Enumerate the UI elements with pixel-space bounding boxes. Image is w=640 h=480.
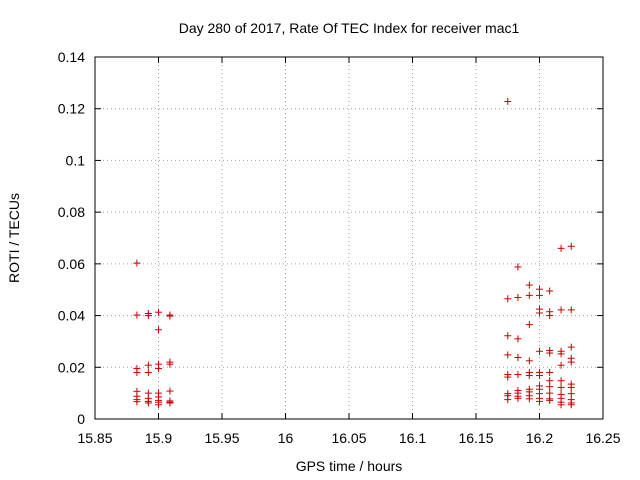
data-point xyxy=(155,401,162,409)
grid-lines xyxy=(95,57,603,419)
x-axis-label: GPS time / hours xyxy=(296,458,403,474)
data-point xyxy=(536,347,543,355)
data-point xyxy=(536,397,543,405)
data-point xyxy=(536,291,543,299)
data-point xyxy=(514,335,522,343)
chart-title: Day 280 of 2017, Rate Of TEC Index for r… xyxy=(179,20,520,36)
data-point xyxy=(557,401,565,409)
data-point xyxy=(557,244,565,252)
data-point xyxy=(546,383,554,391)
y-tick-label: 0.04 xyxy=(58,308,85,324)
data-point xyxy=(144,361,152,369)
x-tick-label: 16.1 xyxy=(399,430,426,446)
data-point xyxy=(133,398,141,406)
axes xyxy=(94,56,604,420)
data-point xyxy=(133,368,141,376)
data-point xyxy=(504,373,512,381)
x-tick-label: 15.9 xyxy=(145,430,172,446)
tick-labels: 15.85 15.9 15.95 16 16.05 16.1 16.15 16.2 16.25 0… xyxy=(58,49,621,446)
data-point xyxy=(504,332,512,340)
data-point xyxy=(504,396,512,404)
data-point xyxy=(525,291,533,299)
data-point xyxy=(504,351,512,359)
data-point xyxy=(557,377,565,385)
data-point xyxy=(166,312,174,320)
plot-frame xyxy=(94,56,604,420)
data-point xyxy=(155,365,162,373)
data-point xyxy=(166,360,174,368)
data-point xyxy=(567,401,575,409)
data-point xyxy=(557,306,565,314)
y-tick-label: 0.08 xyxy=(58,204,85,220)
data-point xyxy=(557,383,565,391)
data-point xyxy=(166,399,174,407)
x-tick-label: 16.15 xyxy=(458,430,493,446)
data-point xyxy=(536,309,543,317)
data-point xyxy=(166,387,174,395)
data-point xyxy=(546,368,554,376)
data-points xyxy=(133,97,575,409)
x-tick-label: 16.25 xyxy=(585,430,620,446)
data-point xyxy=(525,281,533,289)
x-tick-label: 16 xyxy=(278,430,294,446)
x-tick-label: 15.85 xyxy=(77,430,112,446)
data-point xyxy=(155,326,162,334)
data-point xyxy=(514,394,522,402)
y-tick-label: 0.1 xyxy=(66,152,86,168)
y-tick-label: 0.12 xyxy=(58,101,85,117)
data-point xyxy=(557,361,565,369)
data-point xyxy=(504,97,512,105)
data-point xyxy=(525,372,533,380)
data-point xyxy=(567,242,575,250)
x-tick-label: 16.05 xyxy=(331,430,366,446)
x-tick-label: 15.95 xyxy=(204,430,239,446)
data-point xyxy=(133,311,141,319)
data-point xyxy=(504,295,512,303)
data-point xyxy=(514,371,522,379)
data-point xyxy=(144,312,152,320)
data-point xyxy=(546,349,554,357)
data-point xyxy=(514,293,522,301)
data-point xyxy=(525,395,533,403)
data-point xyxy=(514,263,522,271)
data-point xyxy=(525,321,533,329)
data-point xyxy=(536,372,543,380)
data-point xyxy=(567,343,575,351)
data-point xyxy=(155,308,162,316)
data-point xyxy=(546,396,554,404)
x-tick-label: 16.2 xyxy=(526,430,553,446)
data-point xyxy=(536,285,543,293)
data-point xyxy=(567,390,575,398)
data-point xyxy=(144,399,152,407)
y-tick-label: 0.02 xyxy=(58,359,85,375)
data-point xyxy=(525,357,533,365)
y-tick-label: 0.06 xyxy=(58,256,85,272)
data-point xyxy=(133,259,141,267)
data-point xyxy=(567,383,575,391)
data-point xyxy=(546,312,554,320)
data-point xyxy=(567,306,575,314)
data-point xyxy=(514,353,522,361)
y-tick-label: 0 xyxy=(77,411,85,427)
y-axis-label: ROTI / TECUs xyxy=(6,193,22,283)
data-point xyxy=(144,368,152,376)
data-point xyxy=(546,377,554,385)
data-point xyxy=(557,350,565,358)
y-tick-label: 0.14 xyxy=(58,49,85,65)
data-point xyxy=(546,287,554,295)
data-point xyxy=(567,358,575,366)
